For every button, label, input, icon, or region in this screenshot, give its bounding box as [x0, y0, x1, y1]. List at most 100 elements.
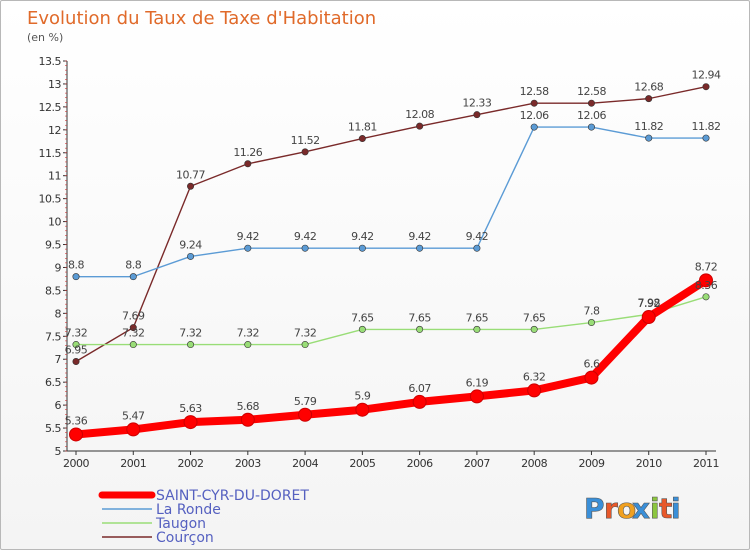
- data-label: 5.68: [237, 400, 260, 413]
- data-point: [301, 244, 309, 252]
- data-point: [358, 244, 366, 252]
- data-label: 5.9: [354, 390, 370, 403]
- y-tick-label: 5.5: [45, 422, 61, 435]
- data-label: 6.19: [466, 376, 489, 389]
- data-label: 7.32: [65, 327, 88, 340]
- x-tick-label: 2009: [578, 457, 604, 470]
- data-label: 5.63: [179, 402, 202, 415]
- data-point: [473, 325, 481, 333]
- data-label: 6.32: [523, 370, 546, 383]
- data-label: 7.32: [122, 327, 145, 340]
- data-label: 7.32: [237, 327, 260, 340]
- data-point: [129, 273, 137, 281]
- y-tick-label: 13.5: [39, 55, 62, 68]
- axes: 5 5.5 6 6.5 7 7.5 8 8.5 9 9.5 10 10.5 11 11.5 12 12.5 13…: [39, 55, 720, 470]
- data-label: 7.92: [637, 297, 660, 310]
- data-label: 8.8: [125, 259, 141, 272]
- data-point: [587, 99, 595, 107]
- logo-letter: r: [604, 492, 618, 525]
- y-tick-label: 12.5: [39, 101, 62, 114]
- data-label: 6.07: [408, 382, 431, 395]
- data-label: 9.42: [466, 230, 489, 243]
- x-tick-label: 2010: [636, 457, 662, 470]
- data-point: [473, 244, 481, 252]
- data-point: [645, 95, 653, 103]
- data-point: [587, 319, 595, 327]
- data-point: [530, 99, 538, 107]
- series-line: [75, 85, 707, 363]
- logo-letter: x: [632, 492, 650, 525]
- y-tick-label: 6: [55, 399, 62, 412]
- data-label: 7.65: [466, 311, 489, 324]
- data-point: [412, 394, 427, 409]
- data-point: [702, 293, 710, 301]
- data-label: 5.47: [122, 409, 145, 422]
- y-tick-label: 10: [48, 216, 61, 229]
- data-point: [587, 123, 595, 131]
- data-label: 8.8: [68, 259, 84, 272]
- data-label: 10.77: [176, 168, 205, 181]
- data-point: [645, 134, 653, 142]
- data-point: [183, 415, 198, 430]
- y-tick-label: 11.5: [39, 147, 62, 160]
- x-tick-label: 2005: [349, 457, 375, 470]
- data-label: 6.6: [583, 358, 599, 371]
- x-tick-label: 2000: [63, 457, 89, 470]
- y-tick-label: 8: [55, 307, 62, 320]
- data-label: 11.26: [233, 146, 262, 159]
- data-point: [72, 273, 80, 281]
- data-point: [416, 122, 424, 130]
- data-label: 9.42: [351, 230, 374, 243]
- data-label: 7.65: [408, 311, 431, 324]
- data-label: 12.08: [405, 108, 434, 121]
- y-tick-label: 13: [48, 78, 61, 91]
- data-label: 12.06: [577, 109, 606, 122]
- data-point: [244, 341, 252, 349]
- x-tick-label: 2003: [235, 457, 261, 470]
- data-label: 6.95: [65, 344, 88, 357]
- data-label: 8.72: [695, 260, 718, 273]
- data-label: 12.58: [520, 85, 549, 98]
- y-tick-label: 12: [48, 124, 61, 137]
- data-point: [69, 427, 83, 442]
- legend-label: Courçon: [156, 530, 214, 546]
- series-line: [72, 276, 710, 439]
- data-labels: 6.95 7.69 10.77 11.26 11.52 11.81 12.08 12.33 12…: [65, 69, 722, 428]
- data-label: 9.24: [179, 238, 202, 251]
- y-tick-label: 10.5: [39, 193, 62, 206]
- y-tick-label: 8.5: [45, 284, 61, 297]
- data-point: [469, 389, 484, 404]
- data-point: [244, 244, 252, 252]
- data-point: [126, 422, 141, 437]
- y-tick-label: 9: [55, 261, 62, 274]
- data-point: [301, 148, 309, 156]
- data-point: [301, 341, 309, 349]
- unit-label: (en %): [27, 31, 63, 44]
- data-label: 8.36: [695, 279, 718, 292]
- legend-label: Taugon: [155, 516, 206, 532]
- data-label: 11.82: [692, 120, 721, 133]
- data-label: 9.42: [294, 230, 317, 243]
- series-line: [75, 296, 707, 346]
- data-label: 12.68: [634, 81, 663, 94]
- data-label: 7.32: [294, 327, 317, 340]
- data-label: 11.52: [291, 134, 320, 147]
- data-point: [187, 182, 195, 190]
- data-point: [129, 324, 137, 332]
- data-point: [355, 402, 370, 417]
- data-label: 7.32: [179, 327, 202, 340]
- legend-label: SAINT-CYR-DU-DORET: [156, 488, 309, 504]
- data-point: [530, 123, 538, 131]
- y-tick-label: 7.5: [45, 330, 61, 343]
- data-label: 7.69: [122, 310, 145, 323]
- series-line: [75, 126, 707, 278]
- data-label: 9.42: [237, 230, 260, 243]
- data-point: [298, 407, 313, 422]
- data-point: [187, 341, 195, 349]
- x-tick-label: 2006: [407, 457, 433, 470]
- data-label: 9.42: [408, 230, 431, 243]
- logo-letter: i: [671, 492, 681, 525]
